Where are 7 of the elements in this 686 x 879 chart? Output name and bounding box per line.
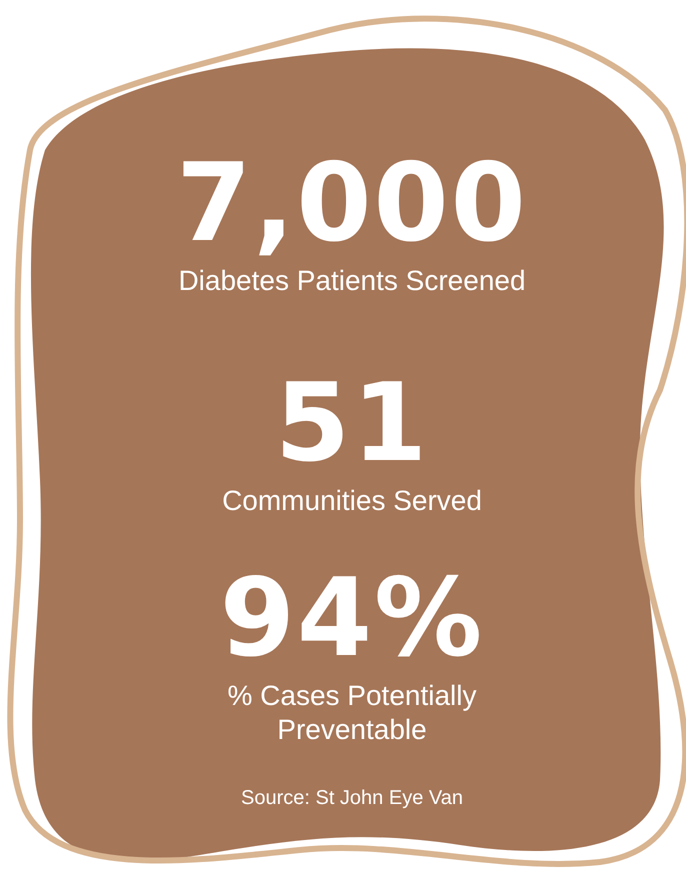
category-label: Communities Served: [222, 485, 482, 516]
category-label: Diabetes Patients Screened: [178, 265, 526, 296]
data-label: 51: [274, 361, 430, 486]
category-label: % Cases Potentially Preventable: [227, 680, 477, 745]
source-note: Source: St John Eye Van: [241, 787, 463, 809]
data-label: 7,000: [176, 141, 528, 266]
data-label: 94%: [220, 556, 484, 681]
